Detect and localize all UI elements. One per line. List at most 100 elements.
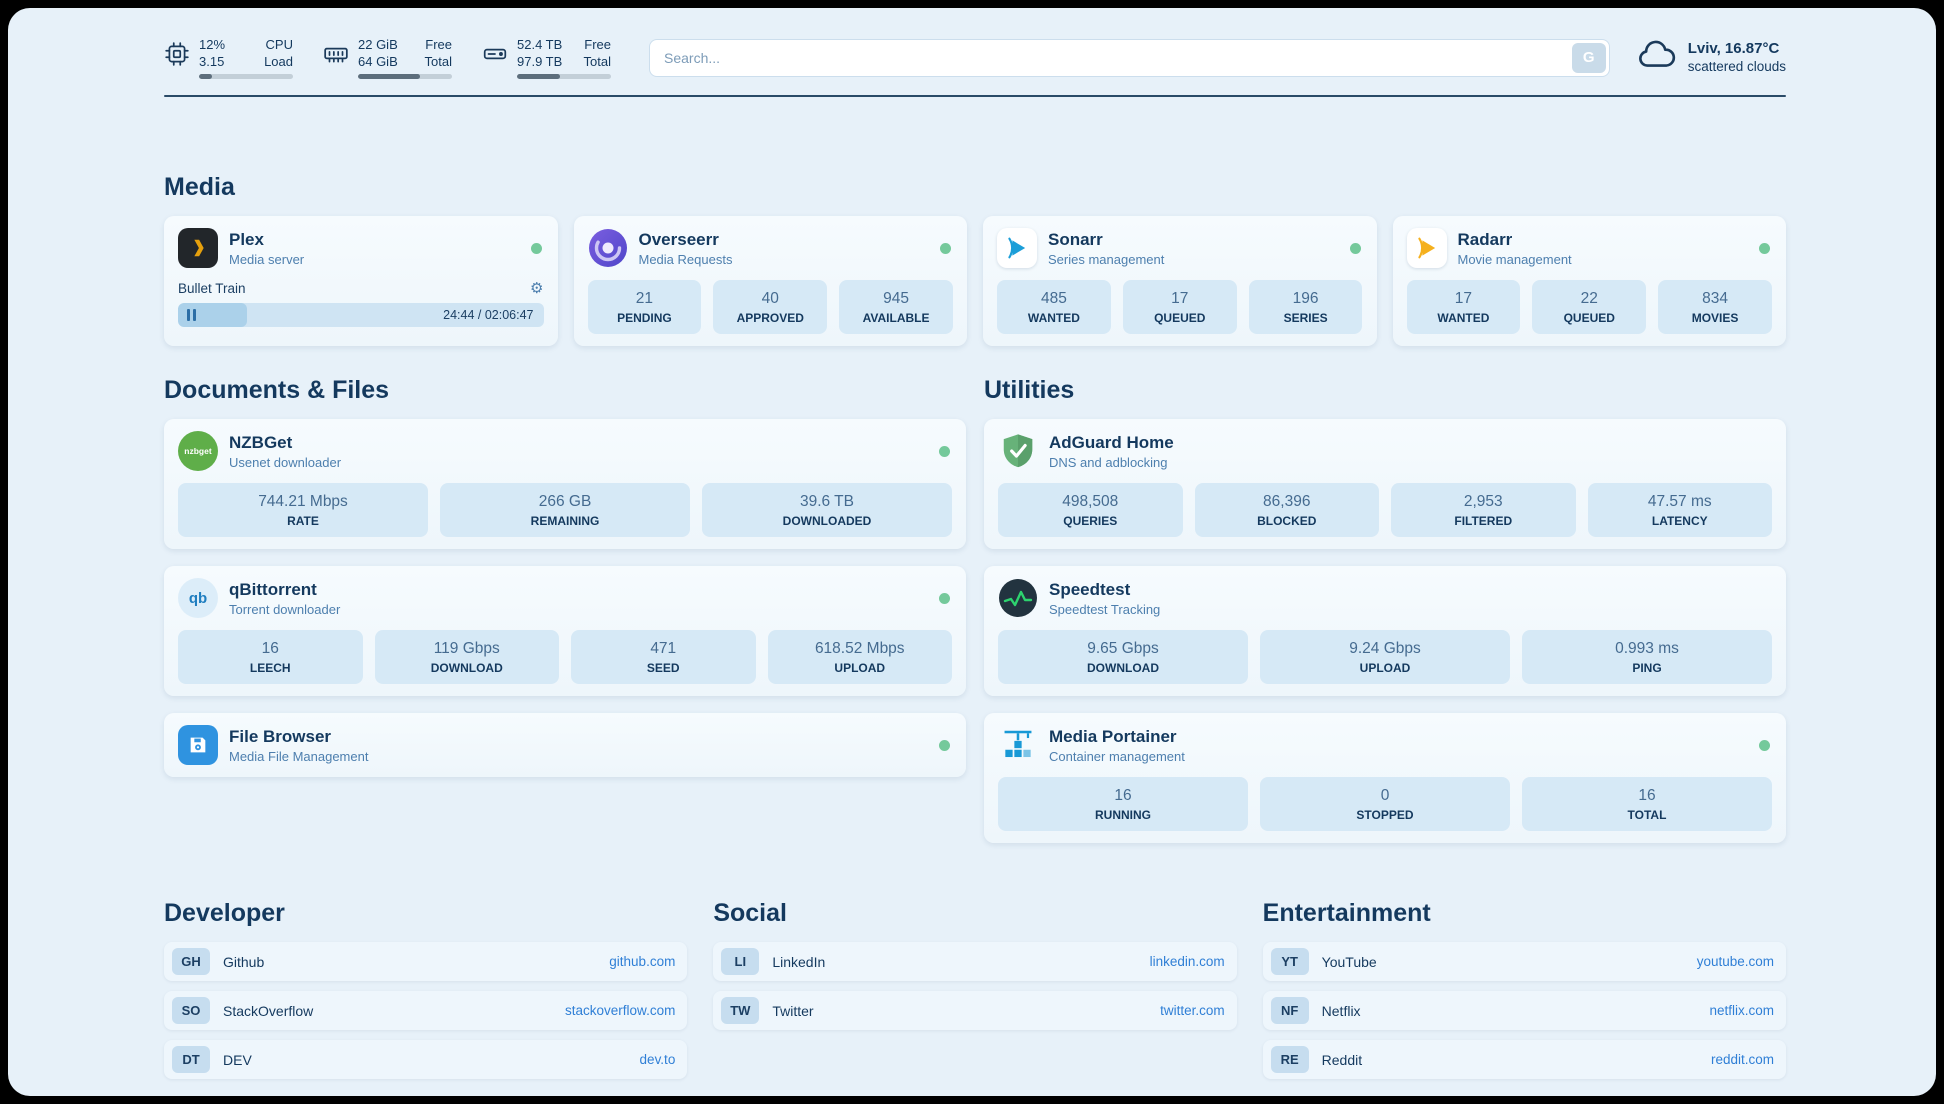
stat-value: 39.6 TB [799, 493, 854, 510]
stat-box: 16 RUNNING [998, 777, 1248, 831]
app-name: qBittorrent [229, 579, 317, 599]
link-name: Netflix [1321, 1002, 1361, 1019]
adguard-icon [998, 431, 1038, 471]
link-name: Twitter [772, 1002, 814, 1019]
stat-value: 485 [1040, 290, 1067, 307]
app-card-speedtest[interactable]: Speedtest Speedtest Tracking 9.65 Gbps D… [984, 566, 1786, 696]
status-dot [939, 592, 950, 604]
link-row-youtube[interactable]: YT YouTube youtube.com [1262, 942, 1786, 981]
stat-label: PENDING [617, 311, 672, 325]
app-card-adguard[interactable]: AdGuard Home DNS and adblocking 498,508 … [984, 419, 1786, 549]
link-row-twitter[interactable]: TW Twitter twitter.com [713, 991, 1237, 1030]
overseerr-header: Overseerr Media Requests [588, 228, 954, 268]
app-card-radarr[interactable]: Radarr Movie management 17 WANTED 22 QUE… [1392, 216, 1786, 346]
app-card-sonarr[interactable]: Sonarr Series management 485 WANTED 17 Q… [983, 216, 1377, 346]
link-row-dev[interactable]: DT DEV dev.to [164, 1040, 688, 1079]
qbittorrent-header: qb qBittorrent Torrent downloader [178, 578, 952, 618]
memory-total-value: 64 GiB [358, 54, 398, 69]
memory-free-label: Free [425, 37, 452, 52]
stat-value: 9.24 Gbps [1349, 640, 1421, 657]
app-desc: Media server [229, 251, 305, 267]
section-title-utilities: Utilities [984, 376, 1075, 404]
topbar: 12% CPU 3.15 Load 22 GiB Free 64 G [164, 34, 1786, 81]
link-url[interactable]: stackoverflow.com [565, 1003, 676, 1018]
link-row-reddit[interactable]: RE Reddit reddit.com [1262, 1040, 1786, 1079]
stat-label: RUNNING [1095, 808, 1151, 822]
app-desc: Media Requests [638, 251, 733, 267]
link-row-github[interactable]: GH Github github.com [164, 942, 688, 981]
adguard-stats: 498,508 QUERIES 86,396 BLOCKED 2,953 FIL… [998, 483, 1772, 537]
app-desc: Torrent downloader [229, 601, 341, 617]
stat-box: 266 GB REMAINING [440, 483, 690, 537]
plex-now-playing: Bullet Train ⚙ 24:44 / 02:06:47 [178, 279, 544, 327]
nzbget-header: nzbget NZBGet Usenet downloader [178, 431, 952, 471]
app-name: NZBGet [229, 432, 293, 452]
cpu-load-value: 3.15 [199, 54, 225, 69]
stat-value: 16 [261, 640, 279, 657]
playback-progressbar[interactable]: 24:44 / 02:06:47 [178, 303, 544, 327]
stat-box: 17 WANTED [1406, 280, 1521, 334]
memory-icon [323, 41, 349, 72]
utilities-card-stack: AdGuard Home DNS and adblocking 498,508 … [984, 419, 1786, 843]
app-card-portainer[interactable]: Media Portainer Container management 16 … [984, 713, 1786, 843]
cpu-progressbar [199, 74, 293, 79]
disk-total-label: Total [583, 54, 611, 69]
stat-label: RATE [287, 514, 319, 528]
link-row-netflix[interactable]: NF Netflix netflix.com [1262, 991, 1786, 1030]
disk-progress-fill [517, 74, 561, 79]
link-url[interactable]: netflix.com [1709, 1003, 1774, 1018]
stat-box: 9.65 Gbps DOWNLOAD [998, 630, 1248, 684]
radarr-stats: 17 WANTED 22 QUEUED 834 MOVIES [1406, 280, 1773, 334]
link-badge: TW [721, 997, 760, 1024]
stat-box: 2,953 FILTERED [1391, 483, 1576, 537]
stat-value: 47.57 ms [1647, 493, 1712, 510]
link-url[interactable]: dev.to [639, 1052, 676, 1067]
link-row-linkedin[interactable]: LI LinkedIn linkedin.com [713, 942, 1237, 981]
stat-label: QUEUED [1563, 311, 1615, 325]
stat-label: DOWNLOAD [430, 661, 503, 675]
stat-box: 40 APPROVED [713, 280, 828, 334]
link-url[interactable]: reddit.com [1710, 1052, 1774, 1067]
search-input[interactable] [649, 38, 1610, 77]
nzbget-icon: nzbget [178, 431, 218, 471]
app-card-overseerr[interactable]: Overseerr Media Requests 21 PENDING 40 A… [573, 216, 967, 346]
search-engine-button[interactable]: G [1571, 42, 1606, 73]
stat-label: APPROVED [736, 311, 804, 325]
link-url[interactable]: twitter.com [1160, 1003, 1225, 1018]
stat-box: 86,396 BLOCKED [1194, 483, 1379, 537]
stat-box: 47.57 ms LATENCY [1587, 483, 1772, 537]
stat-label: WANTED [1437, 311, 1490, 325]
app-card-qbittorrent[interactable]: qb qBittorrent Torrent downloader 16 LEE… [164, 566, 966, 696]
memory-readout: 22 GiB Free 64 GiB Total [358, 36, 452, 79]
portainer-stats: 16 RUNNING 0 STOPPED 16 TOTAL [998, 777, 1772, 831]
stat-value: 834 [1702, 290, 1728, 307]
link-name: YouTube [1321, 953, 1377, 970]
app-name: File Browser [229, 726, 332, 746]
stat-value: 2,953 [1463, 493, 1503, 510]
link-url[interactable]: github.com [609, 954, 676, 969]
stat-value: 0 [1380, 787, 1390, 804]
link-name: DEV [223, 1051, 252, 1068]
stat-value: 17 [1454, 290, 1473, 307]
stat-value: 618.52 Mbps [814, 640, 905, 657]
link-row-stackoverflow[interactable]: SO StackOverflow stackoverflow.com [164, 991, 688, 1030]
sonarr-titles: Sonarr Series management [1048, 229, 1339, 268]
app-card-filebrowser[interactable]: File Browser Media File Management [164, 713, 966, 777]
app-card-nzbget[interactable]: nzbget NZBGet Usenet downloader 744.21 M… [164, 419, 966, 549]
qbittorrent-titles: qBittorrent Torrent downloader [229, 579, 928, 618]
adguard-header: AdGuard Home DNS and adblocking [998, 431, 1772, 471]
adguard-titles: AdGuard Home DNS and adblocking [1049, 432, 1772, 471]
filebrowser-icon [178, 725, 218, 765]
speedtest-header: Speedtest Speedtest Tracking [998, 578, 1772, 618]
pause-icon[interactable] [187, 309, 196, 321]
disk-widget: 52.4 TB Free 97.9 TB Total [482, 36, 611, 79]
stat-label: DOWNLOAD [1087, 661, 1159, 675]
app-card-plex[interactable]: Plex Media server Bullet Train ⚙ 24:44 /… [164, 216, 558, 346]
link-url[interactable]: youtube.com [1696, 954, 1774, 969]
memory-progressbar [358, 74, 452, 79]
weather-text: Lviv, 16.87°C scattered clouds [1688, 39, 1786, 76]
gear-icon[interactable]: ⚙ [530, 280, 544, 297]
section-media: Media Plex Media server Bullet Train [164, 173, 1786, 346]
link-url[interactable]: linkedin.com [1149, 954, 1225, 969]
app-desc: Movie management [1457, 251, 1572, 267]
